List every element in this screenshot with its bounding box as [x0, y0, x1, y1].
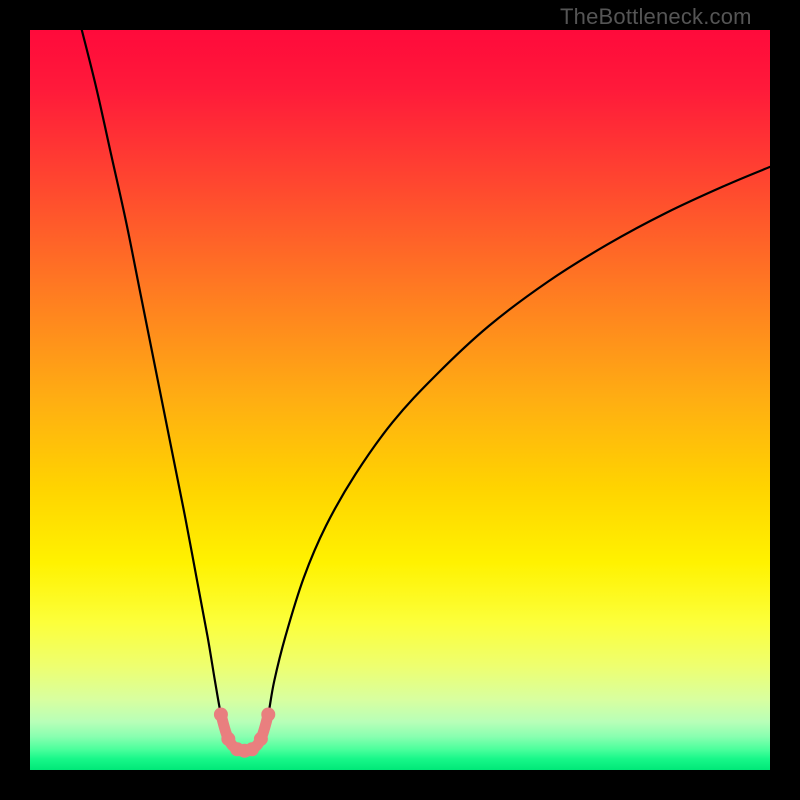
- watermark-text: TheBottleneck.com: [560, 4, 752, 30]
- bead-marker: [214, 708, 228, 722]
- chart-svg: [0, 0, 800, 800]
- main-curve: [82, 30, 770, 751]
- bead-marker: [261, 708, 275, 722]
- bead-marker: [254, 732, 268, 746]
